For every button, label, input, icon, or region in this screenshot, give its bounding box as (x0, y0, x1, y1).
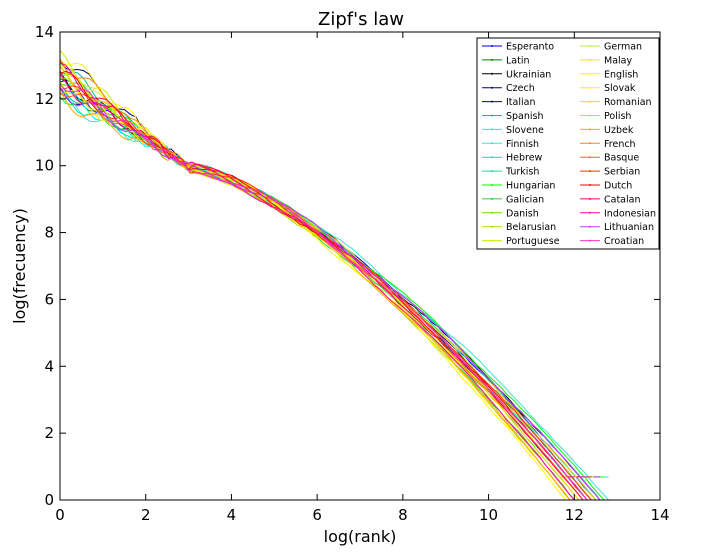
legend-label: German (604, 42, 642, 53)
axes-layer: 0 2 4 6 8 10 12 14 0 2 4 6 8 10 12 14 (35, 23, 670, 524)
y-tick-label: 10 (35, 157, 54, 175)
legend-label: Hungarian (506, 181, 555, 192)
legend-marker (589, 184, 591, 186)
legend-label: Italian (506, 97, 535, 108)
legend-label: Spanish (506, 111, 544, 122)
legend-marker (491, 239, 493, 242)
legend-marker (589, 197, 591, 200)
legend-label: Latin (506, 55, 530, 66)
legend: Esperanto Latin Ukrainian Czech Italian Spani… (476, 37, 660, 250)
series-croatian-group (59, 83, 588, 501)
x-tick-label: 2 (141, 506, 151, 524)
legend-label: Hebrew (506, 153, 543, 164)
series-lithuanian-line (59, 86, 601, 501)
legend-label: Czech (506, 83, 535, 94)
plot-frame (59, 31, 661, 501)
legend-marker (589, 170, 591, 173)
chart-title: Zipf's law (318, 9, 404, 30)
legend-label: Uzbek (604, 125, 634, 136)
legend-marker (491, 72, 493, 75)
x-tick-label: 12 (565, 506, 584, 524)
legend-label: French (604, 139, 636, 150)
x-axis-title: log(rank) (324, 527, 397, 546)
series-serbian-line (59, 85, 592, 501)
legend-marker (491, 86, 493, 89)
legend-label: Dutch (604, 181, 632, 192)
legend-marker (589, 45, 591, 47)
legend-label: Romanian (604, 97, 652, 108)
y-tick-label: 14 (35, 23, 54, 41)
x-tick-label: 8 (398, 506, 408, 524)
legend-marker (589, 156, 591, 159)
legend-label: Polish (604, 111, 631, 122)
legend-label: Basque (604, 153, 639, 164)
y-tick-label: 6 (44, 290, 54, 308)
series-lithuanian-group (59, 86, 601, 501)
legend-marker (491, 225, 493, 228)
legend-marker (491, 197, 493, 200)
legend-label: Belarusian (506, 222, 556, 233)
legend-marker (589, 72, 591, 75)
legend-label: Malay (604, 55, 632, 66)
series-croatian-line (59, 83, 588, 501)
legend-label: Croatian (604, 236, 644, 247)
legend-label: Esperanto (506, 42, 554, 53)
legend-marker (491, 184, 493, 186)
x-tick-label: 10 (479, 506, 498, 524)
legend-label: Lithuanian (604, 222, 654, 233)
legend-label: Turkish (505, 167, 539, 178)
legend-marker (589, 114, 591, 117)
y-tick-label: 0 (44, 491, 54, 509)
x-tick-label: 6 (312, 506, 322, 524)
legend-marker (491, 45, 493, 47)
legend-label: English (604, 69, 638, 80)
legend-label: Indonesian (604, 208, 656, 219)
legend-marker (491, 58, 493, 61)
legend-marker (491, 156, 493, 159)
legend-marker (589, 225, 591, 228)
legend-marker (589, 100, 591, 103)
x-tick-label: 0 (55, 506, 65, 524)
legend-label: Portuguese (506, 236, 560, 247)
legend-label: Finnish (506, 139, 539, 150)
x-tick-label: 4 (227, 506, 237, 524)
series-english-line (59, 59, 567, 501)
legend-marker (491, 114, 493, 117)
legend-marker (589, 128, 591, 131)
legend-marker (491, 100, 493, 103)
legend-marker (589, 58, 591, 61)
y-tick-label: 4 (44, 357, 54, 375)
legend-marker (491, 170, 493, 173)
y-axis-title: log(frecuency) (10, 208, 29, 324)
series-basque-line (59, 92, 584, 501)
y-tick-label: 8 (44, 224, 54, 242)
legend-label: Danish (506, 208, 539, 219)
legend-marker (589, 142, 591, 145)
series-layer (59, 50, 609, 501)
x-tick-label: 14 (650, 506, 669, 524)
legend-label: Galician (506, 194, 544, 205)
legend-marker (491, 128, 493, 131)
y-tick-label: 12 (35, 90, 54, 108)
legend-marker (589, 239, 591, 242)
legend-marker (491, 211, 493, 214)
legend-label: Slovak (604, 83, 636, 94)
legend-box (476, 37, 660, 250)
legend-marker (589, 211, 591, 214)
legend-label: Slovene (506, 125, 544, 136)
legend-label: Ukrainian (506, 69, 551, 80)
y-tick-label: 2 (44, 424, 54, 442)
legend-marker (589, 86, 591, 89)
legend-label: Catalan (604, 194, 640, 205)
legend-label: Serbian (604, 167, 640, 178)
legend-marker (491, 142, 493, 145)
